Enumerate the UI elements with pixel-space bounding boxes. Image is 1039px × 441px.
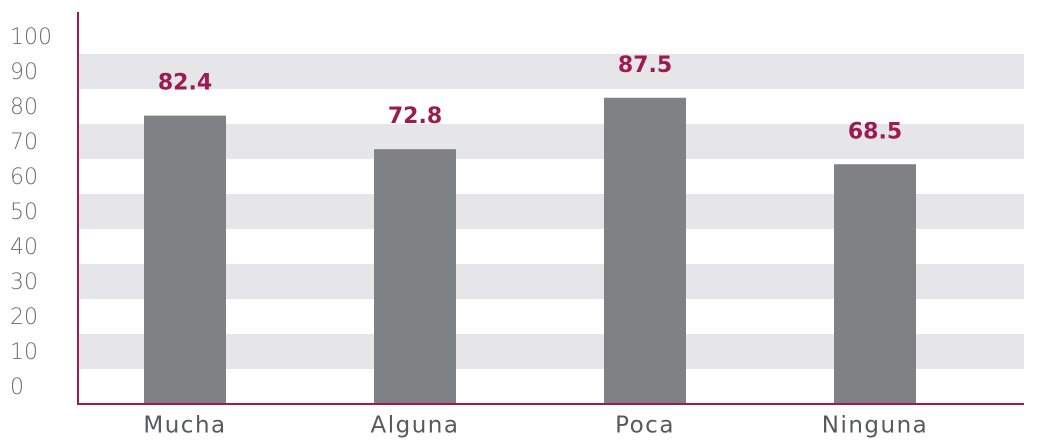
- y-tick-label: 10: [10, 340, 38, 365]
- value-label: 82.4: [158, 71, 212, 96]
- x-tick-label: Ninguna: [822, 413, 929, 439]
- y-tick-label: 100: [10, 25, 52, 50]
- y-tick-label: 50: [10, 200, 38, 225]
- y-tick-label: 60: [10, 165, 38, 190]
- y-tick-label: 80: [10, 95, 38, 120]
- x-tick-label: Alguna: [371, 413, 460, 439]
- bar: [144, 115, 226, 404]
- value-label: 68.5: [848, 119, 902, 144]
- grid-band: [78, 54, 1024, 89]
- x-tick-label: Poca: [615, 413, 675, 439]
- y-tick-label: 30: [10, 270, 38, 295]
- grid-band: [78, 124, 1024, 159]
- y-tick-label: 90: [10, 60, 38, 85]
- y-tick-label: 70: [10, 130, 38, 155]
- bar: [834, 164, 916, 404]
- x-tick-label: Mucha: [143, 413, 226, 439]
- bar: [374, 149, 456, 404]
- y-tick-label: 0: [10, 375, 24, 400]
- value-label: 72.8: [388, 104, 442, 129]
- y-tick-label: 40: [10, 235, 38, 260]
- y-tick-label: 20: [10, 305, 38, 330]
- value-label: 87.5: [618, 53, 672, 78]
- bar: [604, 97, 686, 404]
